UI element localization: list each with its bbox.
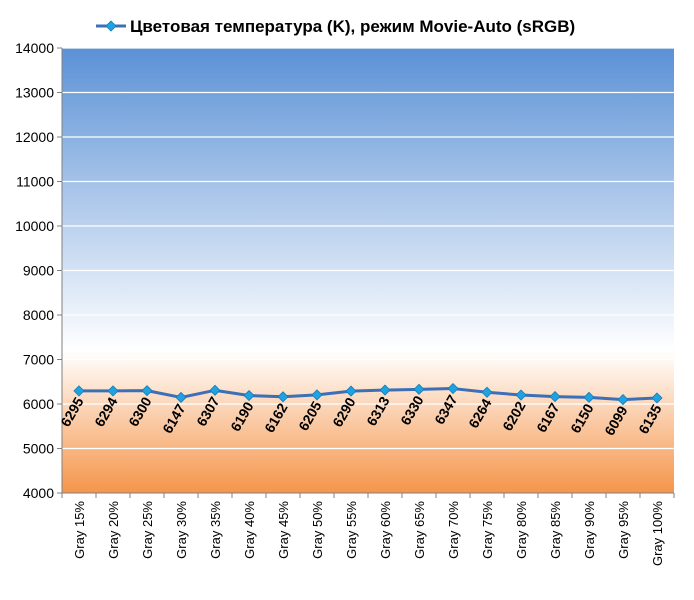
x-tick-label: Gray 25% [140,501,155,559]
data-point-marker [481,386,493,398]
x-tick-label: Gray 75% [480,501,495,559]
x-tick-label: Gray 90% [582,501,597,559]
data-point-marker [549,391,561,403]
y-tick-label: 6000 [23,396,54,412]
data-point-marker [243,389,255,402]
x-tick-label: Gray 65% [412,501,427,559]
x-tick-label: Gray 50% [310,501,325,559]
x-axis-ticks: Gray 15% Gray 20% Gray 25% Gray 30% Gray 35%… [72,501,665,566]
y-tick-label: 13000 [15,85,54,101]
data-point-marker [277,391,289,403]
y-tick-label: 9000 [23,263,54,279]
x-tick-label: Gray 45% [276,501,291,559]
x-tick-label: Gray 15% [72,501,87,559]
gridlines [62,47,674,450]
data-point-marker [107,385,119,397]
legend: Цветовая температура (K), режим Movie-Au… [96,17,575,36]
data-point-marker [379,384,391,396]
axes [57,47,675,498]
y-tick-label: 7000 [23,352,54,368]
y-tick-label: 12000 [15,129,54,145]
data-point-marker [413,383,425,395]
x-tick-label: Gray 70% [446,501,461,559]
data-point-marker [141,385,153,397]
series-line [78,387,658,402]
data-point-marker [209,384,221,396]
y-axis-ticks: 4000 5000 6000 7000 8000 9000 10000 11000 12000 1… [15,40,54,501]
data-point-marker [447,382,459,395]
legend-marker-swatch [105,20,117,32]
data-point-marker [651,392,663,404]
x-tick-label: Gray 20% [106,501,121,559]
y-tick-label: 14000 [15,40,54,56]
x-tick-label: Gray 60% [378,501,393,559]
series-layer [73,382,663,406]
data-point-marker [345,385,357,397]
y-tick-label: 10000 [15,218,54,234]
data-point-marker [583,391,595,403]
x-tick-label: Gray 55% [344,501,359,559]
x-tick-label: Gray 30% [174,501,189,559]
data-point-marker [311,389,323,401]
x-tick-label: Gray 40% [242,501,257,559]
data-point-marker [617,394,629,406]
y-tick-label: 11000 [16,174,54,190]
x-tick-label: Gray 35% [208,501,223,559]
x-tick-label: Gray 80% [514,501,529,559]
y-tick-label: 8000 [23,307,54,323]
x-tick-label: Gray 95% [616,501,631,559]
legend-label: Цветовая температура (K), режим Movie-Au… [130,17,575,36]
data-point-marker [175,391,187,404]
data-point-marker [515,389,527,401]
data-point-marker [73,385,85,397]
y-tick-label: 5000 [23,441,54,457]
y-tick-label: 4000 [23,485,54,501]
x-tick-label: Gray 85% [548,501,563,559]
x-tick-label: Gray 100% [650,501,665,566]
